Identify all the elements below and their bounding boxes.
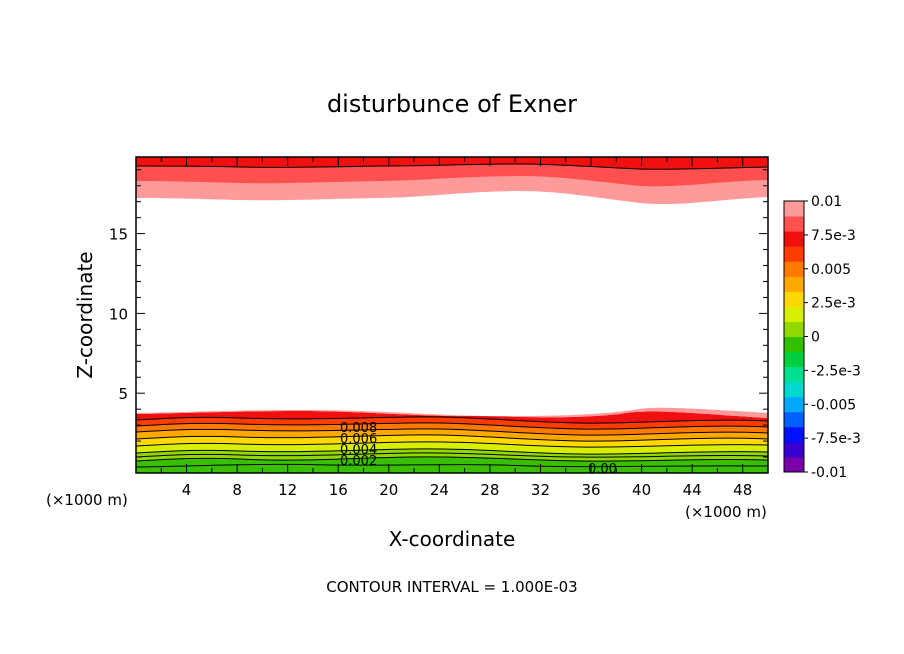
x-tick-label: 44: [683, 481, 702, 499]
colorbar-cell: [784, 276, 804, 292]
colorbar-label: -0.01: [811, 465, 847, 481]
upper-contour-line: [135, 163, 769, 170]
x-tick-label: 4: [182, 481, 192, 499]
colorbar-cell: [784, 381, 804, 398]
x-tick-label: 24: [430, 481, 449, 499]
colorbar-cell: [784, 306, 804, 322]
colorbar-cell: [784, 456, 804, 473]
y-tick-label: 15: [109, 226, 128, 244]
upper-band-3: [136, 157, 768, 170]
x-unit-right: (×1000 m): [685, 503, 767, 521]
colorbar-cell: [784, 216, 804, 232]
colorbar-label: 2.5e-3: [811, 296, 856, 312]
colorbar-cell: [784, 231, 804, 247]
x-tick-label: 28: [480, 481, 499, 499]
colorbar-label: 7.5e-3: [811, 228, 856, 244]
x-tick-label: 20: [379, 481, 398, 499]
colorbar-label: -7.5e-3: [811, 431, 861, 447]
colorbar-cell: [784, 321, 804, 337]
x-tick-label: 40: [632, 481, 651, 499]
colorbar-label: 0.005: [811, 262, 851, 278]
colorbar-cell: [784, 366, 804, 383]
contour-label-0008: 0.008: [340, 421, 377, 436]
y-axis-label: Z-coordinate: [73, 251, 97, 378]
colorbar-cell: [784, 441, 804, 458]
axis-ticks: [136, 157, 768, 473]
lower-band-9: [136, 407, 768, 418]
contour-label-0002: 0.002: [340, 454, 377, 469]
x-tick-label: 48: [733, 481, 752, 499]
x-tick-label: 32: [531, 481, 550, 499]
colorbar-cell: [784, 351, 804, 368]
contour-label-0006: 0.006: [340, 432, 377, 447]
x-tick-label: 8: [232, 481, 242, 499]
x-tick-label: 36: [581, 481, 600, 499]
colorbar-cell: [784, 246, 804, 262]
y-tick-labels: 5 10 15: [109, 226, 128, 404]
contour-label-000: 0.00: [588, 462, 617, 477]
upper-layer-fills: [136, 157, 768, 205]
contour-label-0004: 0.004: [340, 443, 377, 458]
y-tick-label: 10: [109, 305, 128, 323]
colorbar-cell: [784, 291, 804, 307]
x-tick-label: 16: [329, 481, 348, 499]
colorbar-cell: [784, 411, 804, 428]
colorbar: 0.01 7.5e-3 0.005 2.5e-3 0 -2.5e-3 -0.005 -7.5e…: [783, 194, 861, 481]
x-tick-labels: 4 8 12 16 20 24 28 32 36 40 44 48: [182, 481, 752, 499]
chart-title: disturbunce of Exner: [327, 90, 577, 118]
x-tick-label: 12: [278, 481, 297, 499]
plot-frame: [135, 156, 769, 474]
plot-area: 0.008 0.006 0.004 0.002 0.00: [135, 156, 769, 477]
colorbar-cells: [784, 201, 804, 473]
y-tick-label: 5: [118, 385, 128, 403]
colorbar-cell: [784, 426, 804, 443]
colorbar-label: -0.005: [811, 397, 856, 413]
colorbar-cell: [784, 201, 804, 217]
x-axis-label: X-coordinate: [389, 527, 516, 551]
colorbar-cell: [784, 396, 804, 413]
colorbar-label: -2.5e-3: [811, 363, 861, 379]
colorbar-label: 0: [811, 330, 820, 346]
colorbar-cell: [784, 336, 804, 353]
contour-interval-note: CONTOUR INTERVAL = 1.000E-03: [326, 578, 577, 596]
x-unit-left: (×1000 m): [46, 491, 128, 509]
colorbar-labels: 0.01 7.5e-3 0.005 2.5e-3 0 -2.5e-3 -0.005 -7.5e…: [804, 194, 861, 481]
contour-labels: 0.008 0.006 0.004 0.002 0.00: [340, 421, 617, 477]
colorbar-cell: [784, 261, 804, 277]
colorbar-label: 0.01: [811, 194, 842, 210]
